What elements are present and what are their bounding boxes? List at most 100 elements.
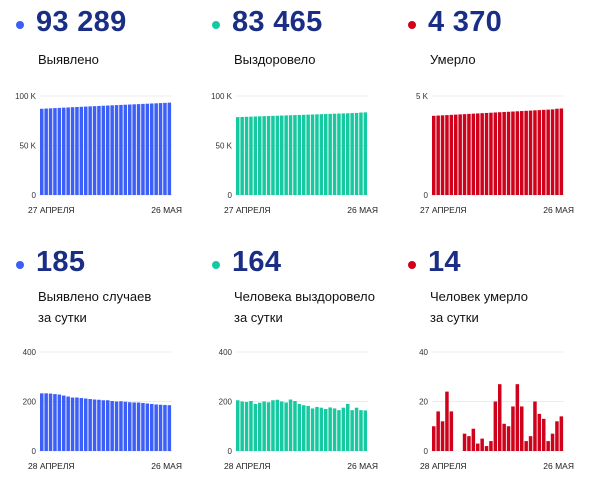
panel-total-deaths: 4 370 Умерло 0 5 K 27 АПРЕЛЯ 26 МАЯ: [392, 0, 592, 240]
y-tick-label: 400: [219, 348, 233, 357]
bar: [436, 411, 440, 451]
total-deaths-dot: [408, 21, 416, 29]
x-start-label: 28 АПРЕЛЯ: [420, 461, 467, 471]
bar: [306, 114, 310, 195]
total-cases-label: Выявлено: [38, 52, 99, 67]
bar: [537, 110, 542, 195]
bar: [136, 402, 141, 451]
bar: [449, 114, 454, 195]
bar: [88, 106, 92, 195]
bar: [458, 114, 462, 195]
y-tick-label: 200: [219, 398, 233, 407]
bar: [244, 116, 249, 195]
bar: [555, 421, 559, 451]
bar: [158, 404, 163, 451]
bar: [502, 111, 506, 195]
bar: [341, 407, 346, 451]
bar: [88, 399, 92, 451]
bar: [48, 108, 53, 195]
bar: [154, 404, 158, 451]
total-recovered-dot: [212, 21, 220, 29]
bar: [462, 114, 467, 195]
bar: [244, 401, 249, 451]
bar: [324, 114, 328, 195]
total-recovered-label: Выздоровело: [234, 52, 316, 67]
bar: [341, 113, 346, 195]
bar: [141, 402, 145, 451]
bar: [145, 403, 150, 451]
total-recovered-chart: 0 50 K 100 K 27 АПРЕЛЯ 26 МАЯ: [211, 92, 378, 215]
y-tick-label: 0: [228, 447, 233, 456]
bar: [302, 405, 306, 451]
bar: [515, 111, 520, 195]
bar: [84, 398, 88, 451]
bar: [66, 107, 70, 195]
y-tick-label: 0: [424, 447, 429, 456]
x-start-label: 28 АПРЕЛЯ: [28, 461, 75, 471]
bar: [141, 103, 145, 195]
bar: [484, 112, 489, 195]
bar: [62, 107, 66, 195]
y-tick-label: 0: [424, 191, 429, 200]
bar: [502, 423, 506, 451]
bar: [484, 446, 489, 451]
bar: [332, 113, 337, 195]
bar: [275, 399, 280, 451]
bar: [319, 114, 324, 195]
bar: [515, 384, 520, 451]
bar: [332, 408, 337, 451]
bar: [240, 401, 244, 451]
bar: [62, 395, 66, 451]
bar: [310, 408, 315, 451]
bar: [440, 115, 445, 195]
y-tick-label: 0: [228, 191, 233, 200]
bar: [271, 115, 275, 195]
bar: [79, 106, 84, 195]
bar: [150, 403, 154, 451]
daily-recovered-label: Человека выздоровело за сутки: [234, 289, 375, 325]
bar: [546, 441, 550, 451]
x-end-label: 26 МАЯ: [151, 205, 182, 215]
bar: [70, 397, 75, 451]
bar: [70, 107, 75, 195]
daily-cases-number: 185: [36, 246, 86, 278]
bar: [328, 407, 332, 451]
bar: [249, 116, 253, 195]
bar: [511, 406, 515, 451]
bar: [280, 115, 284, 195]
x-end-label: 26 МАЯ: [347, 461, 378, 471]
bar: [40, 393, 44, 451]
bar: [445, 391, 449, 451]
bar: [106, 400, 110, 451]
bar: [476, 443, 480, 451]
bar: [476, 113, 480, 195]
y-tick-label: 100 K: [15, 92, 37, 101]
bar: [114, 105, 119, 195]
bar: [363, 410, 368, 451]
bar: [559, 108, 564, 195]
bar: [92, 399, 97, 451]
bar: [506, 426, 511, 451]
bar: [462, 433, 467, 451]
bar: [288, 399, 293, 451]
bar: [328, 113, 332, 195]
bar: [467, 113, 471, 195]
bar: [306, 405, 310, 451]
daily-recovered-chart: 0 200 400 28 АПРЕЛЯ 26 МАЯ: [219, 348, 378, 471]
bar: [520, 111, 524, 195]
bar: [136, 104, 141, 195]
bar: [524, 110, 528, 195]
bar: [57, 394, 62, 451]
bar: [158, 103, 163, 195]
bar: [440, 421, 445, 451]
daily-deaths-dot: [408, 261, 416, 269]
x-end-label: 26 МАЯ: [543, 205, 574, 215]
bar: [97, 105, 101, 195]
bar: [520, 406, 524, 451]
bar: [354, 407, 359, 451]
bar: [275, 115, 280, 195]
bar: [163, 404, 167, 451]
bar: [66, 396, 70, 451]
bar: [436, 115, 440, 195]
bar: [132, 402, 136, 451]
